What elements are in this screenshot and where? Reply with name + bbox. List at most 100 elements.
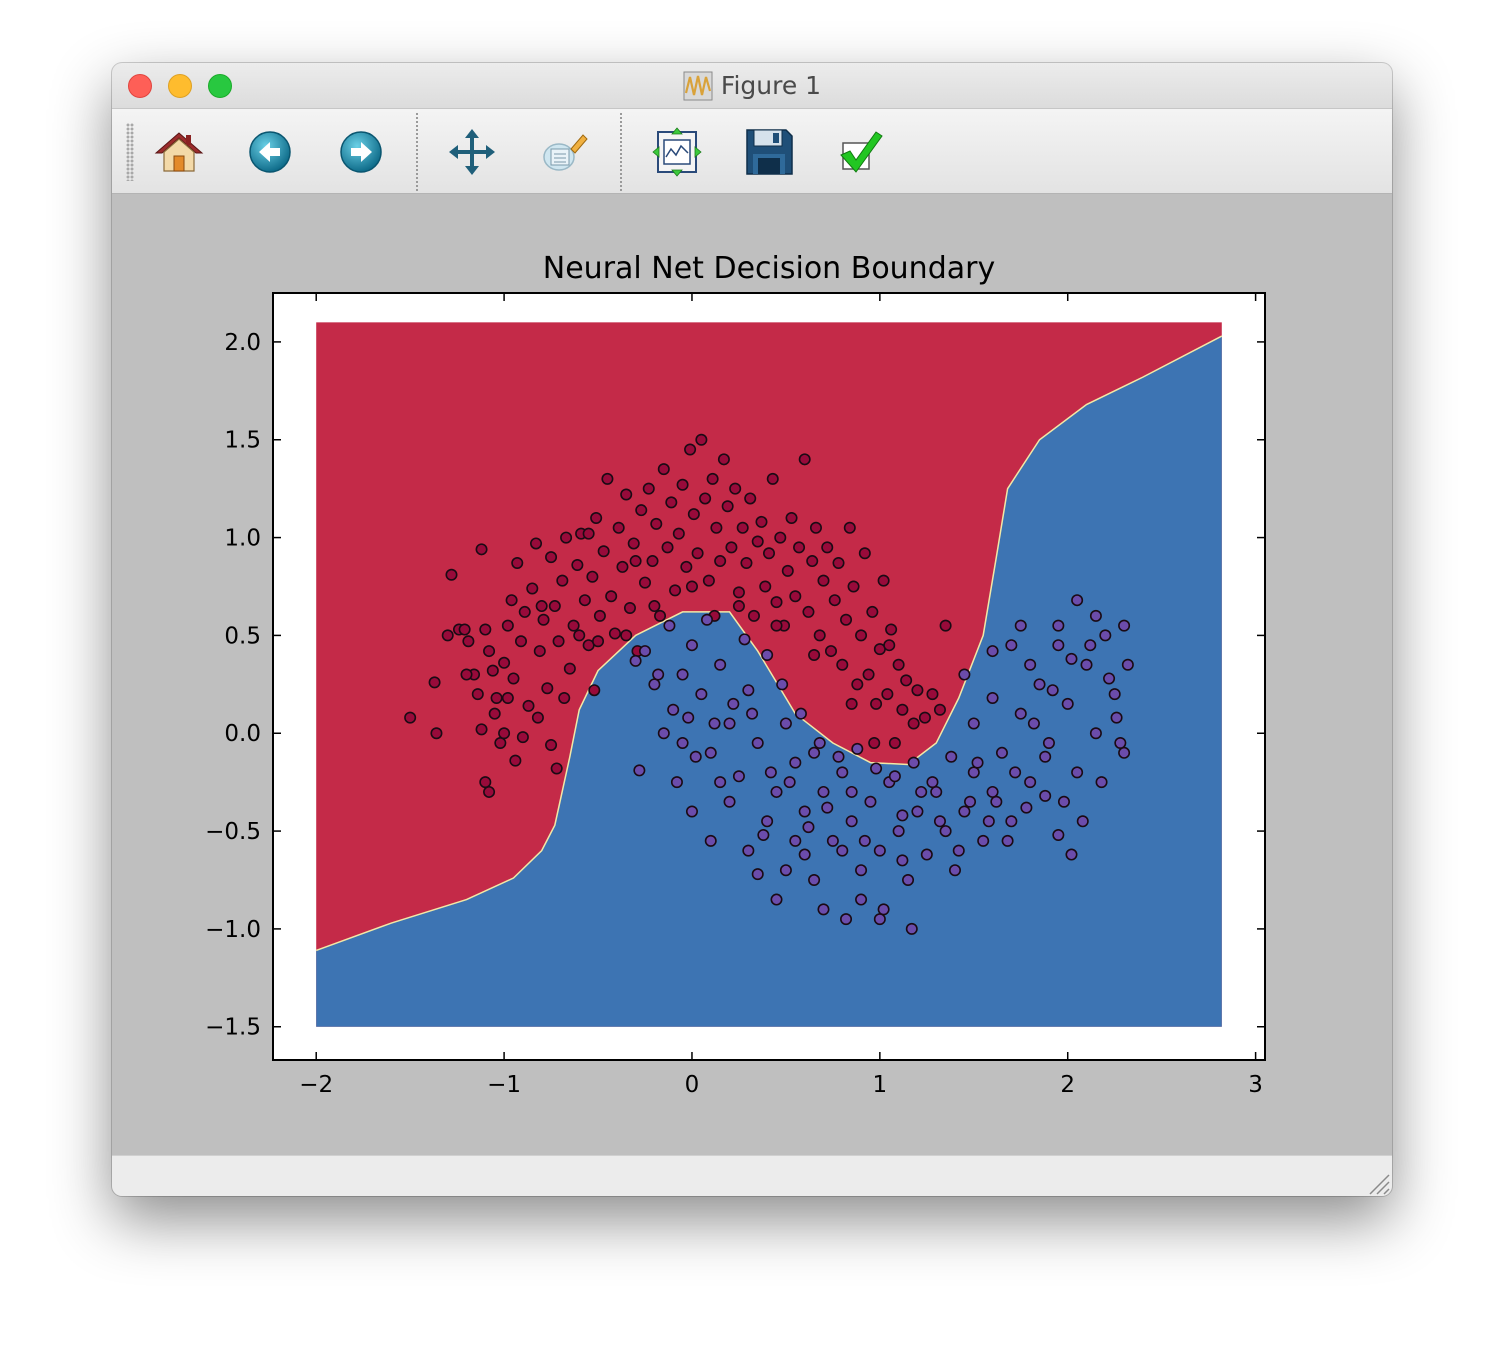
point-class-1 — [877, 903, 890, 916]
title-bar: Figure 1 — [112, 63, 1392, 109]
title-wrap: Figure 1 — [112, 63, 1392, 108]
point-class-1 — [1057, 795, 1070, 808]
point-class-0 — [514, 635, 527, 648]
point-class-0 — [507, 672, 520, 685]
point-class-1 — [821, 801, 834, 814]
point-class-0 — [836, 658, 849, 671]
point-class-0 — [665, 496, 678, 509]
toolbar-grip[interactable] — [126, 123, 134, 181]
point-class-1 — [1014, 707, 1027, 720]
save-button[interactable] — [742, 127, 796, 177]
point-class-0 — [475, 723, 488, 736]
point-class-1 — [663, 619, 676, 632]
figure-canvas[interactable]: Neural Net Decision Boundary −2 −1 0 1 2 3 −1.… — [112, 194, 1392, 1155]
point-class-1 — [657, 727, 670, 740]
point-class-0 — [605, 590, 618, 603]
point-class-0 — [650, 517, 663, 530]
point-class-0 — [888, 737, 901, 750]
point-class-1 — [742, 684, 755, 697]
point-class-0 — [732, 600, 745, 613]
point-class-0 — [657, 463, 670, 476]
point-class-1 — [990, 795, 1003, 808]
point-class-0 — [676, 478, 689, 491]
point-class-0 — [809, 521, 822, 534]
point-class-0 — [933, 703, 946, 716]
point-class-1 — [1052, 828, 1065, 841]
forward-button[interactable] — [334, 127, 388, 177]
point-class-0 — [881, 688, 894, 701]
point-class-1 — [1052, 639, 1065, 652]
edit-axes-button[interactable] — [834, 127, 888, 177]
point-class-1 — [1009, 766, 1022, 779]
point-class-1 — [986, 645, 999, 658]
point-class-0 — [545, 551, 558, 564]
point-class-1 — [1042, 737, 1055, 750]
point-class-1 — [1065, 848, 1078, 861]
point-class-0 — [843, 521, 856, 534]
back-button[interactable] — [243, 127, 297, 177]
point-class-1 — [986, 785, 999, 798]
point-class-1 — [1118, 619, 1131, 632]
minimize-window-button[interactable] — [168, 74, 192, 98]
point-class-0 — [847, 580, 860, 593]
point-class-0 — [623, 602, 636, 615]
point-class-0 — [883, 639, 896, 652]
point-class-0 — [845, 697, 858, 710]
point-class-0 — [620, 488, 633, 501]
point-class-0 — [635, 504, 648, 517]
point-class-1 — [727, 697, 740, 710]
point-class-1 — [789, 756, 802, 769]
point-class-0 — [699, 492, 712, 505]
resize-grip-icon[interactable] — [1368, 1173, 1390, 1195]
point-class-0 — [475, 543, 488, 556]
point-class-0 — [755, 515, 768, 528]
figure-window: Figure 1 — [112, 63, 1392, 1196]
point-class-1 — [817, 903, 830, 916]
point-class-1 — [952, 844, 965, 857]
zoom-button[interactable] — [537, 127, 591, 177]
point-class-1 — [695, 688, 708, 701]
point-class-0 — [725, 541, 738, 554]
point-class-1 — [851, 742, 864, 755]
point-class-1 — [1099, 629, 1112, 642]
point-class-0 — [601, 472, 614, 485]
point-class-1 — [808, 873, 821, 886]
point-class-1 — [676, 737, 689, 750]
point-class-0 — [588, 684, 601, 697]
maximize-window-button[interactable] — [208, 74, 232, 98]
point-class-0 — [404, 711, 417, 724]
point-class-0 — [770, 619, 783, 632]
point-class-0 — [592, 635, 605, 648]
axis-ticks: −2 −1 0 1 2 3 −1.5 −1.0 −0.5 0.0 0.5 1.0 1.5 2.0 — [205, 293, 1265, 1098]
point-class-1 — [873, 913, 886, 926]
point-class-0 — [490, 692, 503, 705]
point-class-0 — [732, 586, 745, 599]
zoom-rect-icon — [543, 134, 588, 171]
scatter-points — [404, 433, 1134, 935]
point-class-0 — [798, 453, 811, 466]
point-class-1 — [1076, 815, 1089, 828]
home-button[interactable] — [152, 127, 206, 177]
point-class-1 — [964, 795, 977, 808]
point-class-1 — [1039, 789, 1052, 802]
pan-button[interactable] — [445, 127, 499, 177]
point-class-0 — [430, 727, 443, 740]
point-class-1 — [870, 762, 883, 775]
point-class-1 — [915, 785, 928, 798]
point-class-0 — [505, 594, 518, 607]
point-class-1 — [864, 795, 877, 808]
point-class-0 — [533, 645, 546, 658]
point-class-1 — [836, 766, 849, 779]
point-class-0 — [550, 762, 563, 775]
subplots-button[interactable] — [650, 127, 704, 177]
point-class-1 — [1020, 801, 1033, 814]
arrow-left-icon — [249, 131, 291, 173]
subplots-config-icon — [652, 127, 702, 177]
point-class-1 — [1084, 639, 1097, 652]
close-window-button[interactable] — [128, 74, 152, 98]
x-tick-label: 0 — [685, 1072, 700, 1098]
y-tick-label: 0.5 — [224, 623, 261, 649]
point-class-1 — [738, 633, 751, 646]
point-class-0 — [501, 692, 514, 705]
point-class-1 — [892, 825, 905, 838]
